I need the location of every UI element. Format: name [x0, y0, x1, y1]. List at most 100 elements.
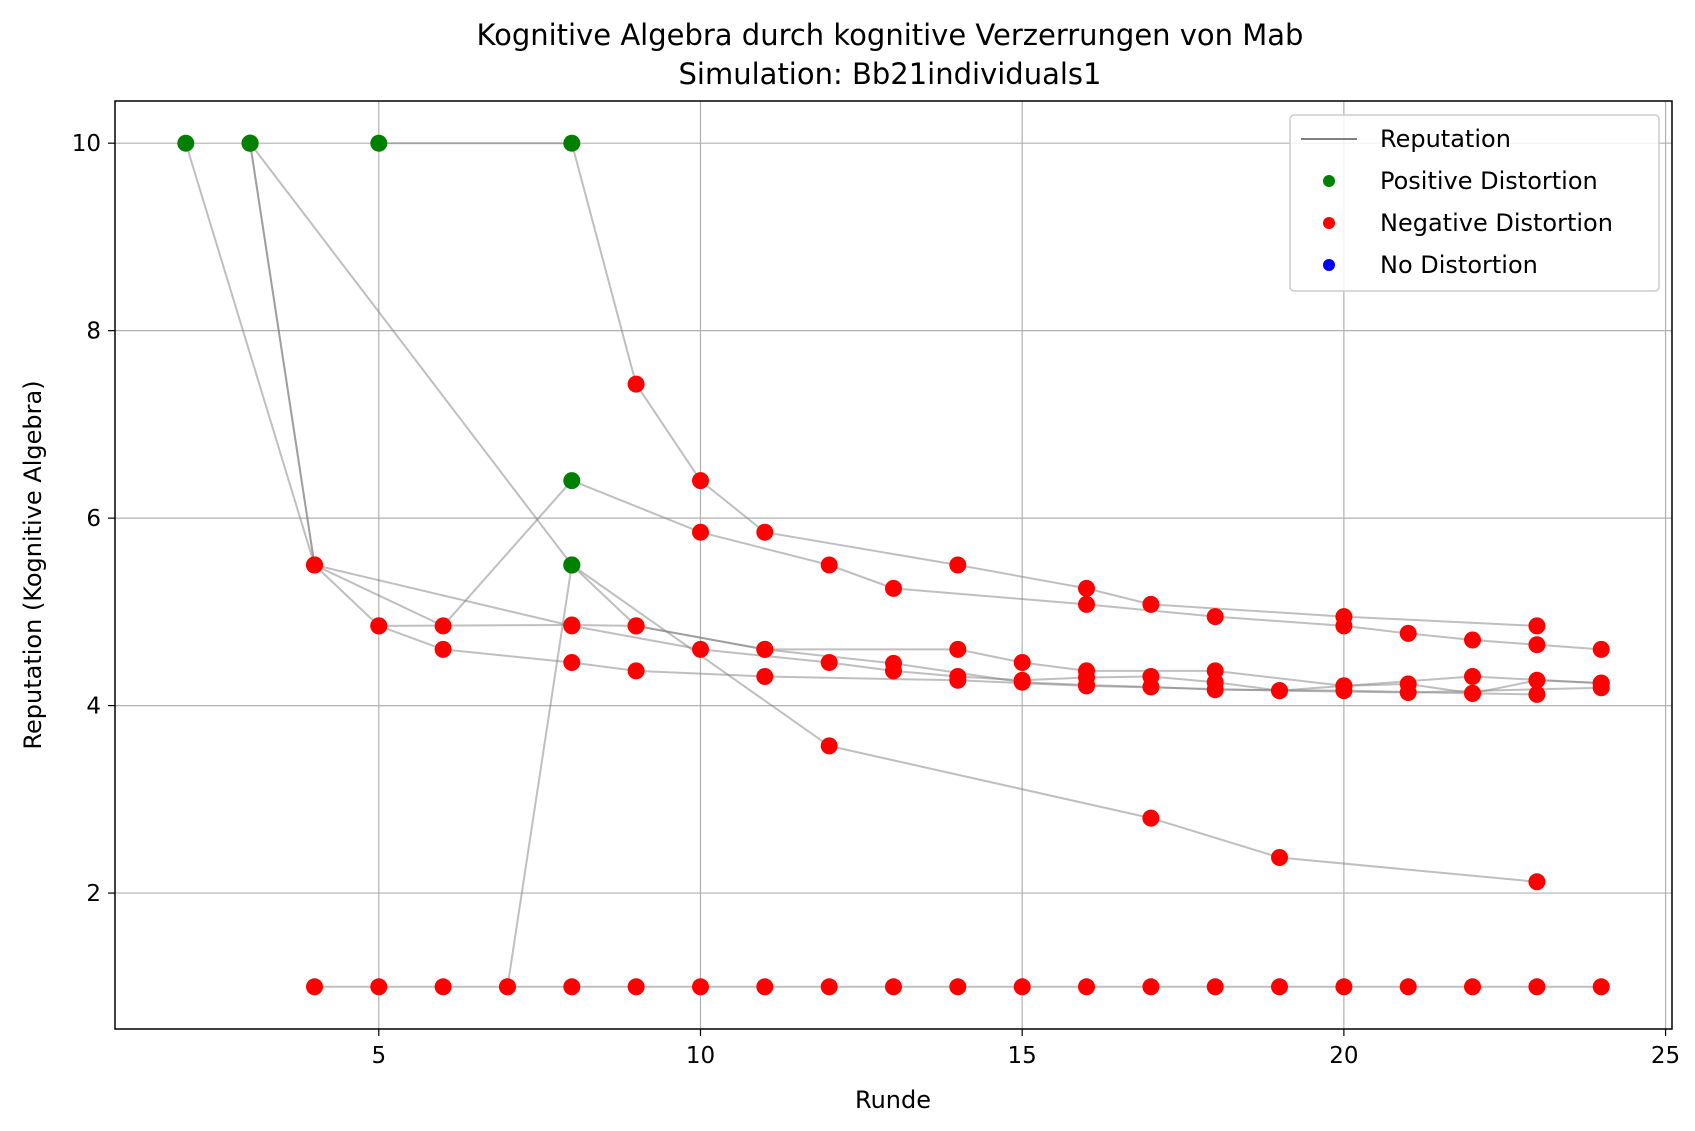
- negative-distortion-point: [306, 978, 323, 996]
- legend-label-negative: Negative Distortion: [1380, 209, 1613, 237]
- x-tick-label: 15: [1008, 1043, 1037, 1069]
- negative-distortion-point: [1078, 579, 1095, 597]
- negative-distortion-point: [434, 978, 452, 996]
- plot-frame: [114, 100, 1673, 1030]
- negative-distortion-point: [563, 978, 581, 996]
- negative-distortion-point: [1528, 873, 1546, 891]
- legend-positive-swatch: [1323, 175, 1335, 187]
- reputation-line-1: [184, 142, 1602, 651]
- negative-distortion-point: [1464, 668, 1481, 685]
- x-tick-label: 25: [1651, 1043, 1680, 1069]
- negative-distortion-point: [1206, 662, 1224, 680]
- y-tick-label: 10: [72, 131, 101, 157]
- legend-label-reputation: Reputation: [1380, 125, 1511, 153]
- negative-distortion-point: [1206, 978, 1224, 996]
- reputation-line-5: [378, 142, 1537, 627]
- negative-distortion-point: [949, 978, 967, 996]
- chart-title: Kognitive Algebra durch kognitive Verzer…: [477, 18, 1304, 52]
- negative-distortion-point: [1528, 636, 1546, 654]
- positive-distortion-point: [563, 556, 581, 574]
- positive-distortion-point: [177, 134, 195, 152]
- x-axis-label: Runde: [855, 1086, 931, 1114]
- legend-negative-swatch: [1323, 217, 1335, 229]
- negative-distortion-point: [1528, 617, 1546, 635]
- negative-distortion-point: [1013, 978, 1031, 996]
- negative-distortion-point: [885, 978, 902, 996]
- y-tick-label: 8: [86, 319, 101, 345]
- negative-distortion-point: [1528, 685, 1546, 703]
- negative-distortion-point: [1528, 978, 1546, 996]
- negative-distortion-point: [949, 668, 967, 685]
- negative-distortion-point: [1142, 809, 1160, 827]
- negative-distortion-point: [1592, 674, 1610, 692]
- negative-distortion-point: [820, 556, 838, 574]
- negative-distortion-point: [756, 640, 774, 658]
- negative-distortion-point: [370, 617, 388, 635]
- negative-distortion-point: [1142, 595, 1160, 613]
- negative-distortion-point: [1335, 608, 1353, 626]
- negative-distortion-point: [306, 556, 323, 574]
- positive-distortion-point: [241, 134, 259, 152]
- negative-distortion-point: [1335, 978, 1353, 996]
- negative-distortion-point: [499, 978, 516, 996]
- negative-distortion-point: [1206, 608, 1224, 626]
- negative-distortion-point: [1142, 978, 1160, 996]
- negative-distortion-point: [1528, 671, 1546, 689]
- negative-distortion-point: [1013, 654, 1031, 671]
- negative-distortion-point: [1592, 640, 1610, 658]
- negative-distortion-point: [1335, 677, 1353, 695]
- negative-distortion-point: [563, 616, 581, 634]
- negative-distortion-point: [1399, 978, 1417, 996]
- reputation-line-3: [249, 143, 1602, 694]
- legend-box: [1289, 114, 1660, 292]
- negative-distortion-point: [627, 617, 645, 635]
- negative-distortion-point: [1464, 978, 1481, 996]
- negative-distortion-point: [563, 654, 581, 671]
- negative-distortion-point: [692, 472, 709, 490]
- negative-distortion-point: [434, 617, 452, 635]
- negative-distortion-point: [627, 375, 645, 393]
- negative-distortion-point: [434, 640, 452, 658]
- negative-distortion-point: [692, 640, 709, 658]
- negative-distortion-point: [820, 737, 838, 755]
- negative-distortion-point: [756, 978, 774, 996]
- legend-label-none: No Distortion: [1380, 251, 1538, 279]
- legend-none-swatch: [1323, 259, 1335, 271]
- negative-distortion-point: [1078, 595, 1095, 613]
- negative-distortion-point: [885, 662, 902, 680]
- negative-distortion-point: [1464, 684, 1481, 702]
- x-tick-label: 5: [371, 1043, 386, 1069]
- negative-distortion-point: [1399, 624, 1417, 642]
- negative-distortion-point: [1078, 662, 1095, 680]
- legend: Reputation Positive Distortion Negative …: [1289, 114, 1660, 292]
- negative-distortion-point: [627, 978, 645, 996]
- negative-distortion-point: [756, 523, 774, 541]
- x-tick-label: 10: [686, 1043, 715, 1069]
- legend-label-positive: Positive Distortion: [1380, 167, 1598, 195]
- negative-distortion-point: [1399, 675, 1417, 693]
- positive-distortion-point: [563, 472, 581, 490]
- negative-distortion-point: [885, 579, 902, 597]
- data-markers: [177, 134, 1610, 996]
- positive-distortion-point: [370, 134, 388, 152]
- negative-distortion-point: [756, 668, 774, 685]
- y-tick-label: 6: [86, 506, 101, 532]
- negative-distortion-point: [949, 640, 967, 658]
- negative-distortion-point: [1142, 668, 1160, 685]
- negative-distortion-point: [627, 662, 645, 680]
- negative-distortion-point: [1013, 671, 1031, 689]
- y-axis-ticks: 2 4 6 8 10: [72, 131, 115, 907]
- chart-subtitle: Simulation: Bb21individuals1: [679, 57, 1102, 91]
- positive-distortion-point: [563, 134, 581, 152]
- x-tick-label: 20: [1329, 1043, 1358, 1069]
- negative-distortion-point: [692, 523, 709, 541]
- negative-distortion-point: [820, 654, 838, 671]
- negative-distortion-point: [1271, 682, 1288, 700]
- negative-distortion-point: [949, 556, 967, 574]
- y-tick-label: 2: [86, 881, 101, 907]
- negative-distortion-point: [1271, 978, 1288, 996]
- reputation-line-7: [506, 564, 1537, 987]
- negative-distortion-point: [370, 978, 388, 996]
- negative-distortion-point: [1078, 978, 1095, 996]
